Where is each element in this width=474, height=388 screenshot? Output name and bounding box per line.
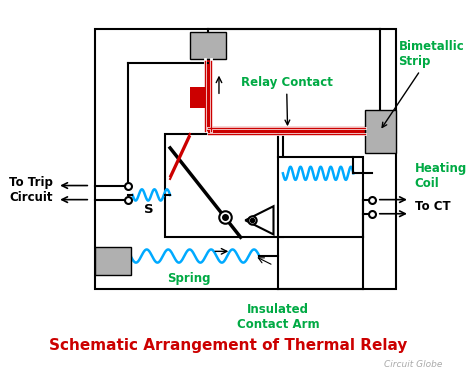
Text: Insulated
Contact Arm: Insulated Contact Arm	[237, 303, 319, 331]
Bar	[190, 32, 226, 59]
Bar	[165, 134, 283, 237]
Text: Circuit Globe: Circuit Globe	[384, 360, 443, 369]
Text: Spring: Spring	[167, 272, 210, 285]
Bar	[95, 247, 131, 275]
Bar	[278, 158, 363, 237]
Text: Heating
Coil: Heating Coil	[414, 162, 467, 190]
Bar	[190, 87, 205, 107]
Bar	[95, 29, 396, 289]
Text: To CT: To CT	[414, 200, 450, 213]
Text: Schematic Arrangement of Thermal Relay: Schematic Arrangement of Thermal Relay	[49, 338, 408, 353]
Text: Bimetallic
Strip: Bimetallic Strip	[382, 40, 464, 127]
Bar	[365, 110, 396, 152]
Text: S: S	[144, 203, 153, 216]
Text: Relay Contact: Relay Contact	[241, 76, 332, 125]
Text: To Trip
Circuit: To Trip Circuit	[9, 176, 53, 204]
